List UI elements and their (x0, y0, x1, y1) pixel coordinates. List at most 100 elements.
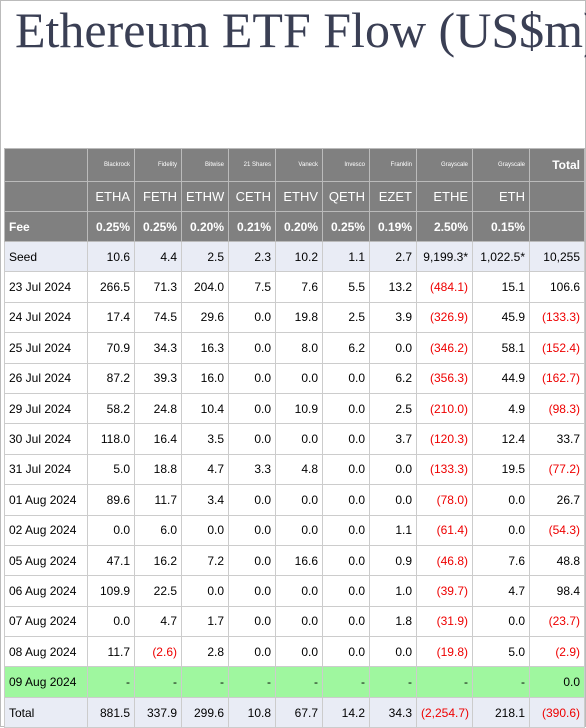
cell: 3.4 (181, 484, 229, 516)
fee-row: Fee 0.25% 0.25% 0.20% 0.21% 0.20% 0.25% 0.19% 2.… (4, 211, 585, 242)
cell: 0.9 (369, 544, 417, 577)
cell: 0.0 (369, 636, 417, 668)
cell: 24.8 (134, 392, 182, 425)
blank-cell (4, 181, 88, 212)
cell: 8.0 (275, 332, 323, 364)
issuer: Vaneck (275, 148, 323, 182)
cell: 34.3 (134, 332, 182, 364)
cell: 0.0 (322, 636, 370, 668)
cell: 58.1 (472, 332, 530, 364)
row-label: 25 Jul 2024 (4, 332, 88, 364)
cell: 0.0 (181, 575, 229, 607)
cell: 5.0 (472, 636, 530, 668)
cell: 4.7 (181, 453, 229, 486)
fee: 0.20% (181, 211, 229, 242)
cell: 6.2 (369, 362, 417, 394)
cell: 0.0 (369, 332, 417, 364)
cell: 337.9 (134, 696, 182, 728)
cell: 0.0 (369, 453, 417, 486)
cell: 2.5 (369, 392, 417, 425)
cell: 12.4 (472, 423, 530, 455)
row-label: 01 Aug 2024 (4, 484, 88, 516)
cell: 0.0 (228, 301, 276, 334)
row: 23 Jul 2024 266.5 71.3 204.0 7.5 7.6 5.5 13.2 (4… (4, 271, 585, 303)
cell: (2.6) (134, 636, 182, 668)
cell: 74.5 (134, 301, 182, 334)
cell: 0.0 (275, 636, 323, 668)
cell: 881.5 (87, 696, 135, 728)
issuer: Invesco (322, 148, 370, 182)
cell: 3.3 (228, 453, 276, 486)
cell: 98.4 (529, 575, 585, 607)
cell: 19.8 (275, 301, 323, 334)
cell: (210.0) (416, 392, 473, 425)
cell: (61.4) (416, 514, 473, 546)
cell: 0.0 (529, 666, 585, 698)
blank-cell (529, 211, 585, 242)
cell: 14.2 (322, 696, 370, 728)
cell: 0.0 (322, 453, 370, 486)
cell: - (134, 666, 182, 698)
cell: 2.7 (369, 240, 417, 273)
cell: 0.0 (228, 514, 276, 546)
row: 05 Aug 2024 47.1 16.2 7.2 0.0 16.6 0.0 0.9 (46.8… (4, 544, 585, 577)
fee: 0.20% (275, 211, 323, 242)
cell: 22.5 (134, 575, 182, 607)
cell: 9,199.3* (416, 240, 473, 273)
cell: 16.6 (275, 544, 323, 577)
cell: 10.2 (275, 240, 323, 273)
cell: 0.0 (322, 605, 370, 638)
row-label: 06 Aug 2024 (4, 575, 88, 607)
cell: 1.0 (369, 575, 417, 607)
cell: 4.9 (472, 392, 530, 425)
cell: 0.0 (472, 514, 530, 546)
issuer-row: Blackrock Fidelity Bitwise 21 Shares Vaneck I… (4, 148, 585, 182)
cell: - (181, 666, 229, 698)
cell: 7.6 (472, 544, 530, 577)
cell: 0.0 (322, 544, 370, 577)
cell: 70.9 (87, 332, 135, 364)
row-label: 29 Jul 2024 (4, 392, 88, 425)
cell: 2.5 (322, 301, 370, 334)
row: 25 Jul 2024 70.9 34.3 16.3 0.0 8.0 6.2 0.0 (346.… (4, 332, 585, 364)
table-body: Seed 10.6 4.4 2.5 2.3 10.2 1.1 2.7 9,199.3* 1,022… (4, 240, 585, 728)
row: 06 Aug 2024 109.9 22.5 0.0 0.0 0.0 0.0 1.0 (39.7… (4, 575, 585, 607)
cell: - (322, 666, 370, 698)
cell: 0.0 (228, 332, 276, 364)
issuer: Grayscale (472, 148, 530, 182)
cell: 6.2 (322, 332, 370, 364)
cell: (162.7) (529, 362, 585, 394)
cell: (31.9) (416, 605, 473, 638)
cell: - (228, 666, 276, 698)
cell: 0.0 (228, 392, 276, 425)
cell: 266.5 (87, 271, 135, 303)
cell: 10.9 (275, 392, 323, 425)
ticker: ETHV (275, 181, 323, 212)
cell: (326.9) (416, 301, 473, 334)
cell: 0.0 (228, 423, 276, 455)
cell: (390.6) (529, 696, 585, 728)
cell: (23.7) (529, 605, 585, 638)
row: 02 Aug 2024 0.0 6.0 0.0 0.0 0.0 0.0 1.1 (61.4) 0.… (4, 514, 585, 546)
cell: (2.9) (529, 636, 585, 668)
cell: (120.3) (416, 423, 473, 455)
row: 29 Jul 2024 58.2 24.8 10.4 0.0 10.9 0.0 2.5 (210… (4, 392, 585, 425)
cell: 0.0 (228, 544, 276, 577)
cell: 0.0 (369, 484, 417, 516)
cell: 0.0 (228, 605, 276, 638)
cell: 109.9 (87, 575, 135, 607)
cell: 16.3 (181, 332, 229, 364)
cell: 0.0 (322, 484, 370, 516)
cell: 16.2 (134, 544, 182, 577)
cell: 299.6 (181, 696, 229, 728)
cell: 13.2 (369, 271, 417, 303)
row-label: 31 Jul 2024 (4, 453, 88, 486)
cell: 0.0 (228, 484, 276, 516)
cell: (39.7) (416, 575, 473, 607)
cell: 0.0 (322, 423, 370, 455)
row: Seed 10.6 4.4 2.5 2.3 10.2 1.1 2.7 9,199.3* 1,022… (4, 240, 585, 273)
cell: (19.8) (416, 636, 473, 668)
cell: 18.8 (134, 453, 182, 486)
row: 26 Jul 2024 87.2 39.3 16.0 0.0 0.0 0.0 6.2 (356.… (4, 362, 585, 394)
